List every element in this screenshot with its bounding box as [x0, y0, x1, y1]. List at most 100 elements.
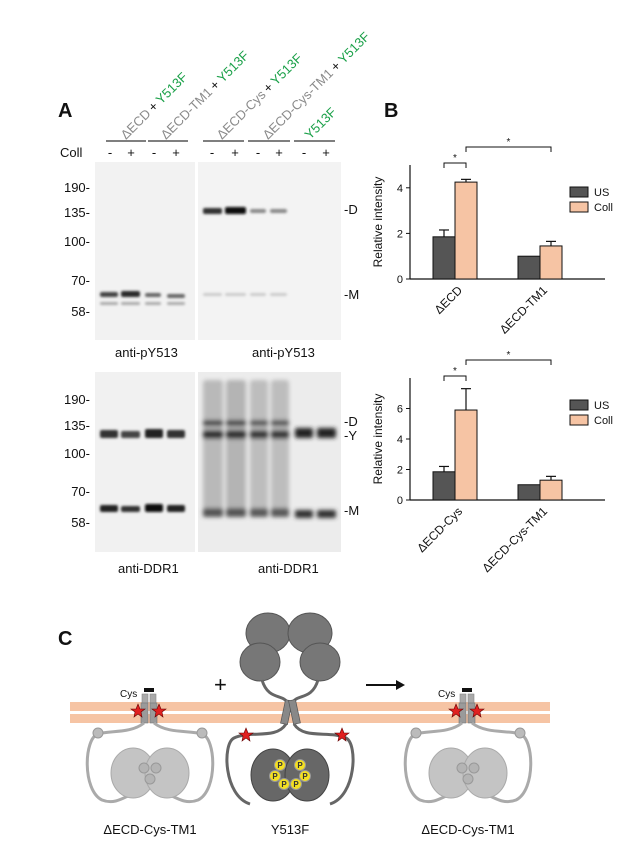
bar-us: [517, 255, 541, 280]
lane-header-5: Y513F: [302, 104, 340, 142]
panel-c-label: C: [58, 628, 72, 650]
star-icon: [151, 703, 167, 718]
lane-header-group: ΔECD+Y513F ΔECD-TM1+Y513F ΔECD-Cys+Y513F…: [118, 29, 373, 142]
coll-row-label: Coll: [60, 145, 83, 160]
legend-label: US: [594, 187, 609, 199]
receptor-right: Cys: [403, 688, 533, 804]
mw-marker: 100-: [64, 446, 90, 461]
blot-caption-2: anti-pY513: [252, 345, 315, 360]
legend-swatch: [569, 201, 589, 213]
bar-coll: [454, 181, 478, 280]
lane-sign: +: [172, 145, 180, 160]
y-tick-label: 6: [397, 404, 403, 416]
phospho-group: P P P P P P: [269, 759, 311, 790]
star-icon: [448, 703, 464, 718]
receptor-middle: P P P P P P: [225, 612, 355, 806]
blot-caption-3: anti-DDR1: [118, 561, 179, 576]
band-label: -M: [344, 503, 359, 518]
y-tick-label: 0: [397, 495, 403, 507]
receptor-left: Cys: [85, 688, 215, 804]
cys-label-right: Cys: [438, 689, 455, 700]
legend-label: Coll: [594, 202, 613, 214]
lane-sign: -: [108, 145, 112, 160]
mw-marker: 58-: [71, 304, 90, 319]
lane-sign: -: [302, 145, 306, 160]
panel-a-label: A: [58, 100, 72, 122]
legend-swatch: [569, 414, 589, 426]
category-label: ΔECD-Cys: [414, 504, 465, 555]
bar-coll: [539, 245, 563, 280]
mw-marker: 70-: [71, 484, 90, 499]
legend-label: US: [594, 400, 609, 412]
mw-markers-bottom: 190- 135- 100- 70- 58-: [64, 392, 90, 530]
significance-bracket: [443, 162, 467, 168]
blot-top-left: [95, 162, 195, 340]
phospho-icon: P: [297, 761, 303, 770]
y-tick-label: 0: [397, 274, 403, 286]
legend-swatch: [569, 186, 589, 198]
bar-us: [517, 484, 541, 501]
star-icon: [469, 703, 485, 718]
arrow-icon: [366, 680, 405, 690]
lane-header-1: ΔECD+Y513F: [118, 69, 191, 142]
bar-us: [432, 236, 456, 280]
mw-marker: 135-: [64, 205, 90, 220]
star-icon: [130, 703, 146, 718]
lane-sign: -: [210, 145, 214, 160]
cell-membrane: [70, 702, 550, 723]
star-icon: [334, 727, 350, 742]
legend-swatch: [569, 399, 589, 411]
bar-chart-top: 0 2 4 Relative intensity ΔECD ΔECD-TM1 * * US Col…: [371, 137, 613, 337]
lane-signs: - + - + - + - + - +: [108, 145, 330, 160]
band-label: -Y: [344, 428, 357, 443]
caption-middle: Y513F: [271, 822, 309, 837]
blot-top-right: [198, 162, 341, 340]
y-tick-label: 2: [397, 228, 403, 240]
star-icon: [238, 727, 254, 742]
mw-marker: 190-: [64, 180, 90, 195]
significance-star: *: [507, 350, 511, 361]
panel-b-label: B: [384, 100, 398, 122]
band-label: -D: [344, 414, 358, 429]
y-tick-label: 4: [397, 434, 403, 446]
phospho-icon: P: [302, 772, 308, 781]
significance-bracket: [443, 375, 467, 381]
legend-label: Coll: [594, 415, 613, 427]
category-label: ΔECD: [432, 283, 466, 317]
phospho-icon: P: [272, 772, 278, 781]
bar-us: [432, 471, 456, 501]
band-labels-bottom: -D-Y -M: [344, 414, 359, 518]
significance-bracket: [465, 359, 552, 365]
lane-sign: -: [256, 145, 260, 160]
caption-left: ΔECD-Cys-TM1: [103, 822, 196, 837]
significance-star: *: [453, 153, 457, 164]
significance-star: *: [453, 366, 457, 377]
category-label: ΔECD-Cys-TM1: [479, 504, 550, 575]
lane-sign: +: [231, 145, 239, 160]
blot-caption-4: anti-DDR1: [258, 561, 319, 576]
blot-caption-1: anti-pY513: [115, 345, 178, 360]
lane-sign: +: [127, 145, 135, 160]
bar-coll: [539, 479, 563, 501]
lane-sign: +: [275, 145, 283, 160]
significance-star: *: [507, 137, 511, 148]
mw-marker: 100-: [64, 234, 90, 249]
y-axis-label: Relative intensity: [371, 394, 385, 485]
mw-markers-top: 190- 135- 100- 70- 58-: [64, 180, 90, 319]
y-tick-label: 4: [397, 183, 403, 195]
lane-sign: +: [322, 145, 330, 160]
category-label: ΔECD-TM1: [497, 283, 551, 337]
blot-bottom-right: [198, 372, 341, 552]
phospho-icon: P: [277, 761, 283, 770]
bar-chart-bottom: 0 2 4 6 Relative intensity ΔECD-Cys ΔECD-Cys-T…: [371, 350, 613, 575]
caption-right: ΔECD-Cys-TM1: [421, 822, 514, 837]
y-tick-label: 2: [397, 465, 403, 477]
phospho-icon: P: [293, 780, 299, 789]
lane-sign: -: [152, 145, 156, 160]
phospho-icon: P: [281, 780, 287, 789]
mw-marker: 190-: [64, 392, 90, 407]
y-axis-label: Relative intensity: [371, 177, 385, 268]
cys-label-left: Cys: [120, 689, 137, 700]
mw-marker: 135-: [64, 418, 90, 433]
